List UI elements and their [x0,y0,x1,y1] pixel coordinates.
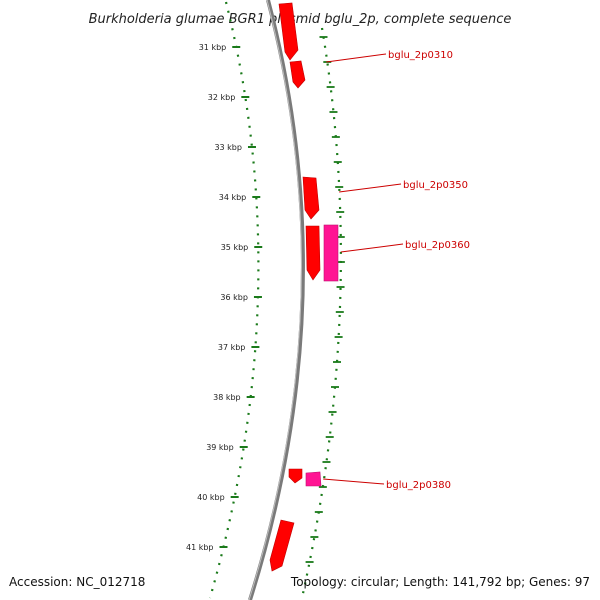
outer-tick-ring [300,27,342,599]
kbp-tick-label: 40 kbp [197,493,225,502]
gene-feature[interactable] [269,519,295,572]
gene-label-leader [339,183,402,193]
kbp-tick-label: 37 kbp [218,343,246,352]
gene-feature[interactable] [278,2,299,61]
kbp-tick-label: 41 kbp [186,543,214,552]
topology-summary: Topology: circular; Length: 141,792 bp; … [290,575,590,589]
kbp-tick-label: 36 kbp [220,293,248,302]
map-title: Burkholderia glumae BGR1 plasmid bglu_2p… [89,12,512,27]
gene-feature-reverse[interactable] [305,471,322,487]
kbp-tick-label: 35 kbp [221,243,249,252]
gene-label-leader [340,243,404,253]
gene-label-leader [323,478,385,485]
kbp-tick-label: 38 kbp [213,393,241,402]
gene-label[interactable]: bglu_2p0380 [386,480,451,491]
accession-text: Accession: NC_012718 [9,575,145,589]
gene-label[interactable]: bglu_2p0310 [388,50,453,61]
kbp-tick-label: 34 kbp [219,193,247,202]
kbp-tick-label: 32 kbp [208,93,236,102]
gene-feature-layer [269,2,339,572]
kbp-tick-layer: 31 kbp 32 kbp 33 kbp 34 kbp 35 kbp 36 kbp 37 k… [186,36,345,563]
kbp-tick-label: 33 kbp [214,143,242,152]
gene-feature[interactable] [305,225,321,281]
gene-feature[interactable] [302,176,320,220]
kbp-tick-label: 39 kbp [206,443,234,452]
gene-label[interactable]: bglu_2p0350 [403,180,468,191]
sequence-backbone [248,0,305,600]
inner-tick-ring [208,1,260,599]
gene-feature[interactable] [289,60,306,89]
gene-label-layer: bglu_2p0310 bglu_2p0350 bglu_2p0360 bglu_2p… [323,50,470,491]
gene-feature[interactable] [288,468,303,484]
gene-label-leader [326,53,387,63]
sequence-backbone-highlight [248,0,302,600]
kbp-tick-label: 31 kbp [199,43,227,52]
gene-label[interactable]: bglu_2p0360 [405,240,470,251]
gene-feature-reverse[interactable] [323,224,339,282]
